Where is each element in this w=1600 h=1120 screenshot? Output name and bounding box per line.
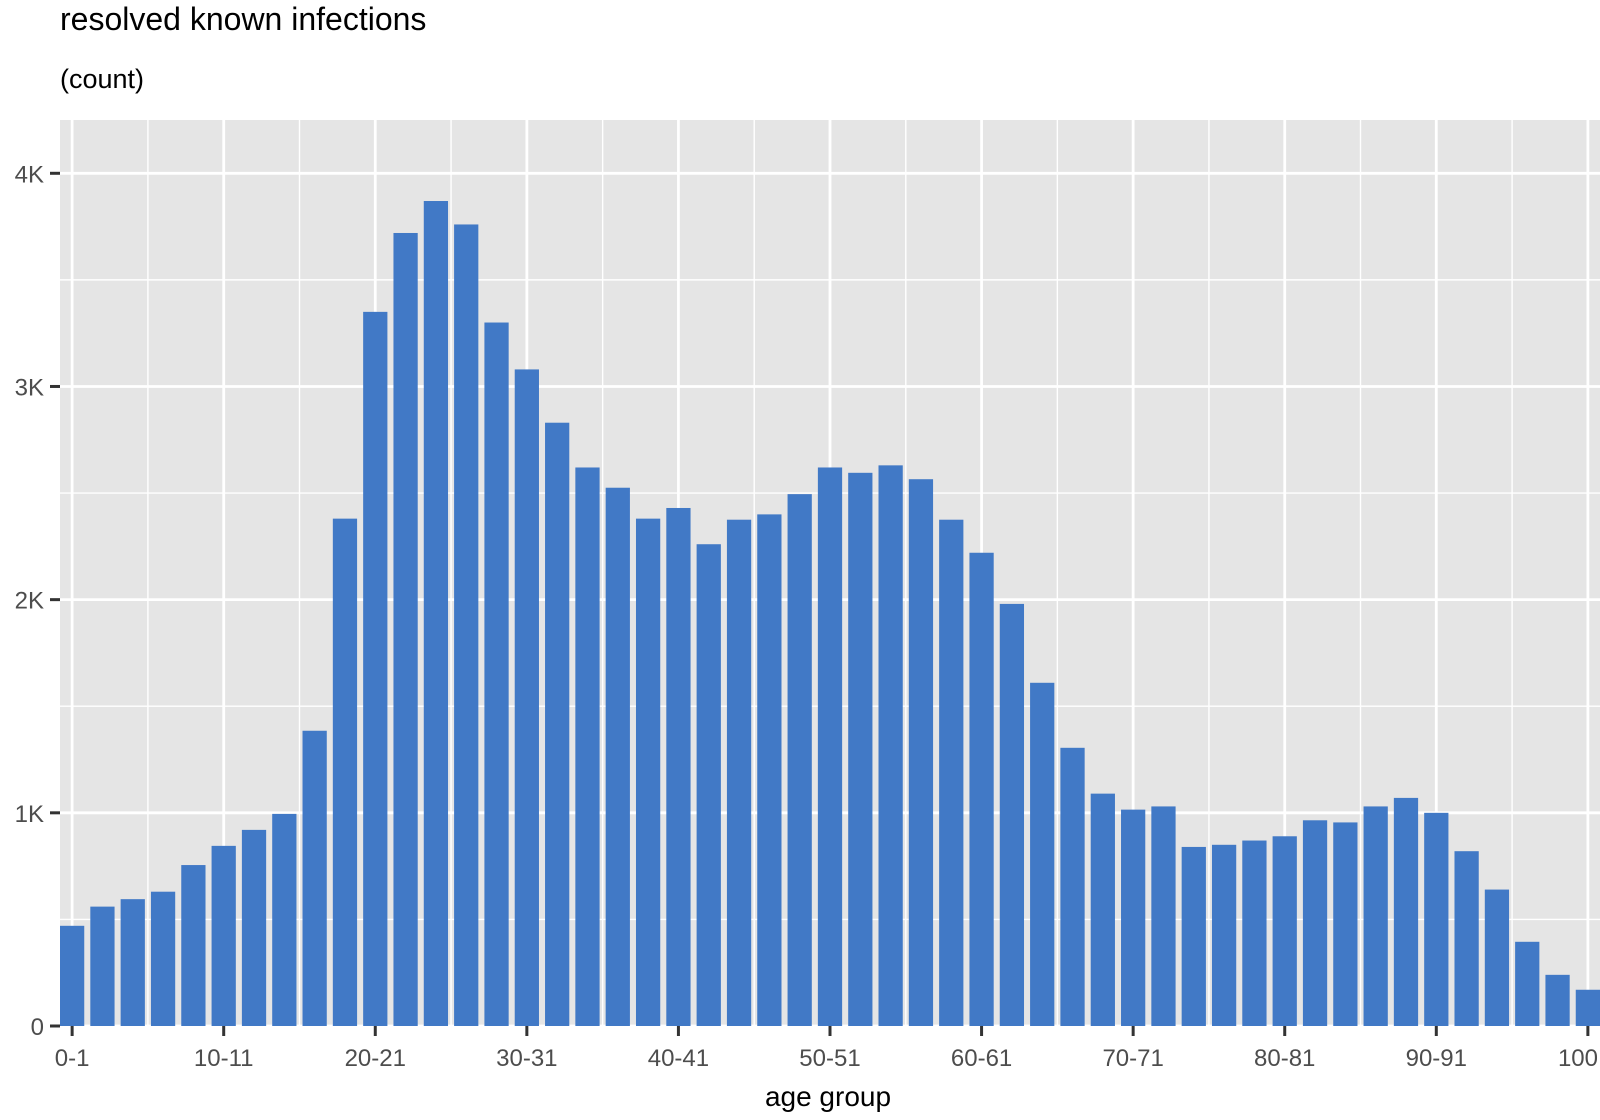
bar [1272, 836, 1297, 1026]
bar [272, 813, 297, 1026]
bar [1484, 889, 1510, 1026]
bar [1151, 806, 1176, 1026]
bar [908, 479, 934, 1026]
bar [1545, 974, 1570, 1026]
bar [1090, 793, 1115, 1026]
x-tick-label: 100 [1558, 1045, 1598, 1072]
bar [1211, 844, 1237, 1026]
bar [181, 865, 206, 1026]
bar [90, 906, 115, 1026]
x-tick-label: 80-81 [1254, 1045, 1315, 1072]
x-tick-label: 90-91 [1406, 1045, 1467, 1072]
bar [1181, 846, 1206, 1026]
bar [1454, 851, 1479, 1026]
bar [787, 494, 812, 1026]
bar [363, 311, 388, 1026]
bar [605, 487, 630, 1027]
bar [1363, 806, 1388, 1026]
bar [60, 925, 85, 1026]
bar [696, 544, 721, 1026]
y-axis: 0 1K 2K 3K 4K [15, 161, 60, 1041]
chart-subtitle: (count) [60, 64, 144, 94]
x-tick-label: 30-31 [496, 1045, 557, 1072]
x-axis-title: age group [765, 1081, 891, 1112]
bar [332, 518, 358, 1026]
bar [1030, 682, 1055, 1026]
bar [393, 232, 418, 1027]
bar [757, 514, 782, 1026]
bar [1333, 822, 1358, 1026]
bar [666, 507, 691, 1026]
bar [1575, 989, 1600, 1026]
y-tick-label: 2K [15, 588, 44, 615]
bar [211, 845, 236, 1026]
bar [545, 422, 570, 1027]
bar [120, 899, 145, 1026]
bar [1121, 809, 1146, 1026]
bar [1302, 820, 1328, 1026]
y-tick-label: 0 [31, 1014, 44, 1041]
x-axis: 0-1 10-11 20-21 30-31 40-41 50-51 60-61 70-71 80… [55, 1026, 1598, 1072]
chart-title: resolved known infections [60, 1, 426, 37]
bar [150, 891, 176, 1026]
bar [635, 518, 661, 1026]
bar [484, 322, 509, 1026]
x-tick-label: 10-11 [194, 1045, 254, 1072]
y-tick-label: 1K [15, 801, 44, 828]
bar [241, 829, 267, 1026]
x-tick-label: 20-21 [345, 1045, 406, 1072]
bar [969, 552, 994, 1026]
bar [1242, 840, 1267, 1026]
x-tick-label: 50-51 [799, 1045, 860, 1072]
bar [817, 467, 843, 1026]
x-tick-label: 40-41 [648, 1045, 709, 1072]
bar [514, 369, 539, 1026]
x-tick-label: 0-1 [55, 1045, 90, 1072]
bar [726, 519, 752, 1026]
bar [423, 201, 449, 1026]
y-tick-label: 4K [15, 161, 44, 188]
bar [878, 465, 903, 1026]
bar [302, 730, 327, 1026]
bar [1515, 941, 1540, 1026]
bar [999, 603, 1025, 1026]
x-tick-label: 70-71 [1102, 1045, 1163, 1072]
bar [1060, 747, 1085, 1026]
bar [575, 467, 600, 1026]
bar [454, 224, 479, 1026]
bar [1393, 797, 1419, 1026]
bars [60, 201, 1600, 1027]
y-tick-label: 3K [15, 374, 44, 401]
bar [1424, 812, 1449, 1026]
x-tick-label: 60-61 [951, 1045, 1012, 1072]
bar [848, 472, 873, 1026]
bar [939, 519, 964, 1026]
